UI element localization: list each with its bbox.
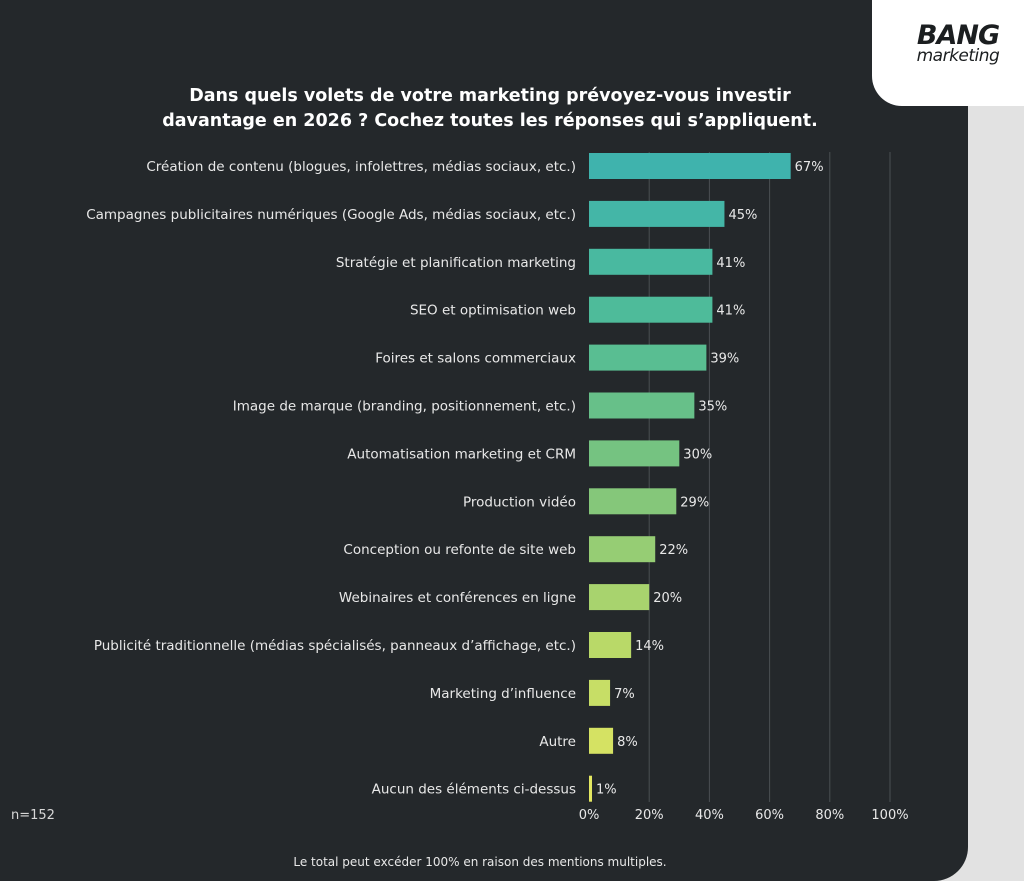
x-tick-label: 80% xyxy=(815,808,844,823)
logo-box xyxy=(872,0,1024,106)
bar xyxy=(589,296,713,323)
value-label: 22% xyxy=(659,543,688,558)
bar xyxy=(589,536,656,563)
bang-marketing-logo: BANG marketing xyxy=(870,22,1024,65)
category-label: Automatisation marketing et CRM xyxy=(347,446,576,462)
category-label: Production vidéo xyxy=(463,494,576,510)
value-label: 35% xyxy=(698,400,727,415)
category-label: Stratégie et planification marketing xyxy=(336,255,576,271)
x-tick-label: 100% xyxy=(871,808,908,823)
footnote: Le total peut excéder 100% en raison des… xyxy=(293,855,667,869)
chart-card xyxy=(0,0,968,881)
bar xyxy=(589,679,611,706)
logo-line2: marketing xyxy=(916,46,1000,66)
value-label: 1% xyxy=(596,783,617,798)
category-label: Marketing d’influence xyxy=(430,686,576,702)
category-label: Création de contenu (blogues, infolettre… xyxy=(146,159,576,175)
value-label: 67% xyxy=(795,160,824,175)
bar xyxy=(589,153,791,179)
sample-size-label: n=152 xyxy=(11,808,55,823)
category-label: Autre xyxy=(539,734,576,750)
value-label: 41% xyxy=(716,304,745,319)
value-label: 45% xyxy=(728,208,757,223)
bar xyxy=(589,584,650,611)
value-label: 8% xyxy=(617,735,638,750)
category-label: Aucun des éléments ci-dessus xyxy=(372,782,576,798)
category-label: Foires et salons commerciaux xyxy=(375,351,576,367)
chart-title: Dans quels volets de votre marketing pré… xyxy=(100,84,880,134)
bar xyxy=(589,392,695,419)
bar xyxy=(589,440,680,467)
category-label: Conception ou refonte de site web xyxy=(343,542,576,558)
value-label: 29% xyxy=(680,495,709,510)
category-label: Image de marque (branding, positionnemen… xyxy=(233,399,576,415)
value-label: 41% xyxy=(716,256,745,271)
chart-title-line-1: Dans quels volets de votre marketing pré… xyxy=(189,86,791,106)
value-label: 39% xyxy=(710,352,739,367)
x-tick-label: 60% xyxy=(755,808,784,823)
category-label: Webinaires et conférences en ligne xyxy=(339,590,576,606)
bar xyxy=(589,775,593,802)
bar xyxy=(589,488,677,515)
category-label: SEO et optimisation web xyxy=(410,303,576,319)
logo-line1: BANG xyxy=(916,20,1000,51)
x-tick-label: 0% xyxy=(579,808,600,823)
value-label: 20% xyxy=(653,591,682,606)
bar xyxy=(589,632,632,658)
value-label: 7% xyxy=(614,687,635,702)
category-label: Campagnes publicitaires numériques (Goog… xyxy=(86,207,576,223)
x-tick-label: 40% xyxy=(695,808,724,823)
bar xyxy=(589,200,725,227)
value-label: 30% xyxy=(683,447,712,462)
bar xyxy=(589,727,614,754)
chart-title-line-2: davantage en 2026 ? Cochez toutes les ré… xyxy=(162,111,818,131)
category-label: Publicité traditionnelle (médias spécial… xyxy=(94,638,576,654)
bar xyxy=(589,248,713,275)
bar xyxy=(589,344,707,371)
value-label: 14% xyxy=(635,639,664,654)
x-tick-label: 20% xyxy=(635,808,664,823)
